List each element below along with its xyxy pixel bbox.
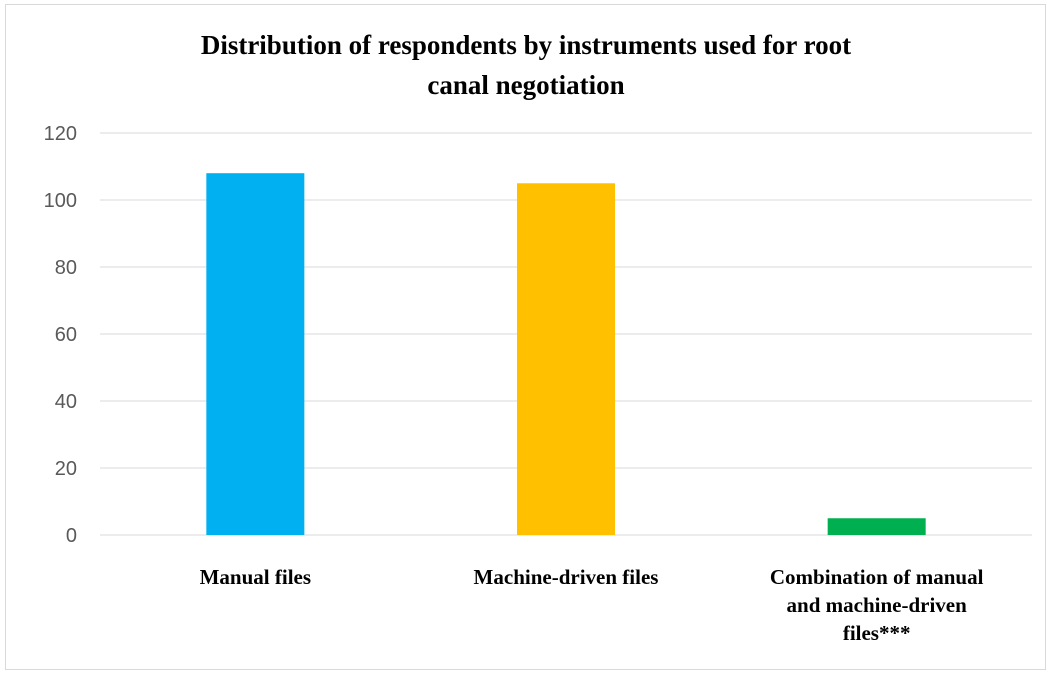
bar bbox=[206, 173, 305, 535]
x-axis-category-labels: Manual files Machine-driven files Combinat… bbox=[200, 565, 984, 645]
x-category-label: and machine-driven bbox=[787, 593, 968, 617]
y-tick-label: 20 bbox=[55, 458, 77, 480]
x-category-label: files*** bbox=[843, 621, 911, 645]
y-axis-ticks: 0 20 40 60 80 100 120 bbox=[44, 123, 77, 547]
bars bbox=[206, 173, 926, 535]
x-category-label: Machine-driven files bbox=[474, 565, 659, 589]
y-tick-label: 40 bbox=[55, 391, 77, 413]
chart-title-line: Distribution of respondents by instrumen… bbox=[201, 30, 851, 60]
bar bbox=[827, 518, 926, 535]
y-tick-label: 80 bbox=[55, 257, 77, 279]
bar bbox=[517, 183, 615, 535]
x-category-label: Manual files bbox=[200, 565, 311, 589]
x-category-label: Combination of manual bbox=[770, 565, 984, 589]
y-tick-label: 120 bbox=[44, 123, 77, 145]
y-tick-label: 0 bbox=[66, 525, 77, 547]
chart-title-line: canal negotiation bbox=[427, 70, 624, 100]
chart-title: Distribution of respondents by instrumen… bbox=[201, 30, 851, 100]
y-tick-label: 60 bbox=[55, 324, 77, 346]
y-tick-label: 100 bbox=[44, 190, 77, 212]
